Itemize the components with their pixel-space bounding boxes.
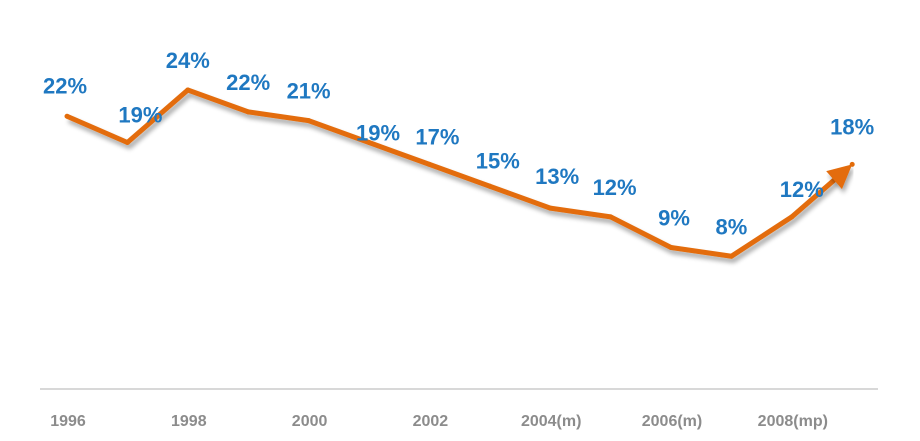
x-tick-labels-group: 1996 1998 2000 2002 2004(m) 2006(m) 2008(mp) (50, 413, 828, 430)
data-label-1998: 24% (166, 48, 210, 73)
data-label-2004: 13% (535, 164, 579, 189)
series-line-group (64, 87, 855, 259)
data-label-2002: 17% (415, 124, 459, 149)
data-point-1997 (124, 140, 130, 145)
data-point-1996 (64, 113, 70, 119)
series-line (66, 87, 838, 259)
data-label-2001: 19% (356, 121, 400, 146)
data-point-2006 (668, 245, 674, 250)
data-point-2003 (487, 183, 493, 189)
data-label-1999: 22% (226, 70, 270, 95)
data-point-2007 (728, 253, 734, 259)
x-tick-label-1998: 1998 (171, 413, 207, 430)
data-label-2007: 8% (716, 214, 748, 239)
trend-arrowhead (826, 164, 853, 190)
data-labels-group: 22% 19% 24% 22% 21% 19% 17% 15% 13% 12% 9% 8% 12% 18% (43, 48, 874, 239)
data-point-2001 (366, 140, 372, 145)
x-tick-label-2000: 2000 (292, 413, 328, 430)
x-tick-label-2008-mp: 2008(mp) (758, 413, 828, 430)
data-label-2003: 15% (476, 148, 520, 173)
data-point-2000 (306, 118, 312, 124)
x-tick-label-2006-m: 2006(m) (642, 413, 702, 430)
data-label-2005: 12% (593, 175, 637, 200)
data-point-2002 (426, 161, 432, 167)
x-tick-label-1996: 1996 (50, 413, 86, 430)
data-point-1999 (245, 109, 251, 115)
data-label-2000: 21% (287, 79, 331, 104)
data-label-2009: 18% (830, 114, 874, 139)
data-point-2008 (789, 214, 795, 220)
data-label-1996: 22% (43, 73, 87, 98)
data-point-2004 (547, 205, 553, 211)
data-label-2008: 12% (780, 177, 824, 202)
data-point-2005 (608, 214, 614, 220)
x-tick-label-2004-m: 2004(m) (521, 413, 581, 430)
data-label-1997: 19% (118, 103, 162, 128)
x-tick-label-2002: 2002 (413, 413, 449, 430)
data-point-1998 (185, 87, 191, 93)
data-label-2006: 9% (658, 206, 690, 231)
